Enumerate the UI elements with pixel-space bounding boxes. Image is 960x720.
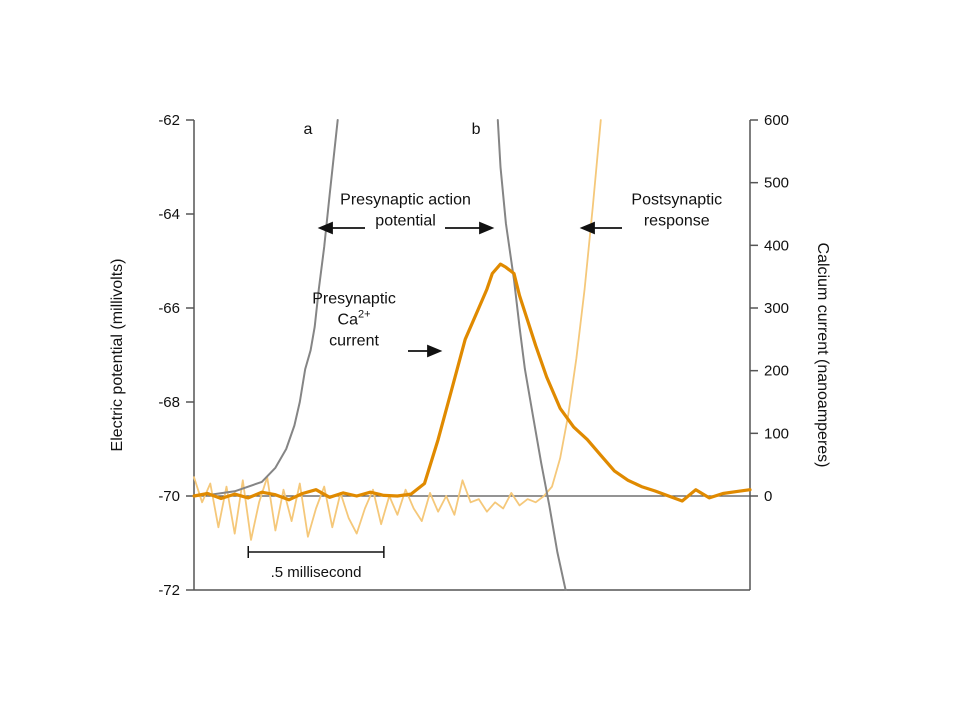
left-tick-label-1: -64	[158, 206, 180, 223]
annotation-4-line-2: current	[329, 332, 379, 349]
annotation-3-line-0: Postsynaptic	[631, 192, 722, 209]
annotation-4-line-0: Presynaptic	[312, 290, 396, 307]
series-layer	[192, 119, 752, 591]
left-axis-label: Electric potential (millivolts)	[109, 259, 126, 452]
arrowhead-left-action	[317, 221, 333, 235]
right-axis-label: Calcium current (nanoamperes)	[814, 243, 831, 468]
scale-bar-label: .5 millisecond	[271, 564, 362, 581]
annotation-2-line-0: Presynaptic action	[340, 192, 471, 209]
right-tick-label-4: 200	[764, 363, 789, 380]
arrowhead-ca-current	[427, 344, 443, 358]
arrowhead-postsynaptic	[579, 221, 595, 235]
series-line-0	[206, 119, 339, 497]
right-tick-label-3: 300	[764, 300, 789, 317]
trace-label-a: a	[303, 121, 312, 138]
arrow-group	[317, 221, 622, 358]
left-tick-label-5: -72	[158, 582, 180, 599]
annotation-3-line-1: response	[644, 213, 710, 230]
left-tick-label-4: -70	[158, 488, 180, 505]
right-tick-label-1: 500	[764, 175, 789, 192]
left-tick-label-2: -66	[158, 300, 180, 317]
scale-bar	[247, 546, 385, 558]
right-tick-label-6: 0	[764, 488, 772, 505]
series-line-3	[193, 119, 602, 541]
series-line-2	[192, 262, 752, 503]
annotation-4-line-1: Ca2+	[338, 308, 371, 328]
trace-label-b: b	[472, 121, 481, 138]
left-ticks: -62 -64 -66 -68 -70 -72	[158, 112, 194, 599]
right-tick-label-0: 600	[764, 112, 789, 129]
right-tick-label-2: 400	[764, 237, 789, 254]
arrowhead-right-action	[479, 221, 495, 235]
left-tick-label-0: -62	[158, 112, 180, 129]
series-line-1	[496, 119, 567, 591]
right-ticks: 600 500 400 300 200 100 0	[750, 112, 789, 505]
right-tick-label-5: 100	[764, 425, 789, 442]
left-tick-label-3: -68	[158, 394, 180, 411]
annotation-layer: a b Presynaptic action potential Postsynapti…	[303, 121, 722, 349]
annotation-2-line-1: potential	[375, 213, 436, 230]
